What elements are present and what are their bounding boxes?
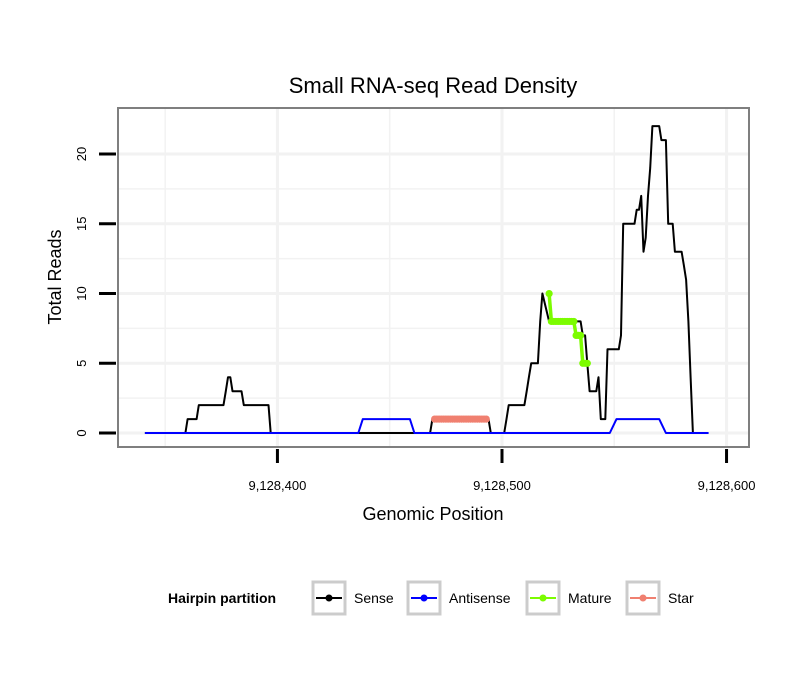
y-tick-label: 15 <box>74 217 89 231</box>
legend-label-mature: Mature <box>568 590 612 606</box>
legend-marker-sense <box>325 594 333 602</box>
legend: Hairpin partition Sense Antisense Mature St… <box>168 580 694 616</box>
plot-background <box>118 108 749 447</box>
legend-title: Hairpin partition <box>168 590 276 606</box>
data-point-star <box>482 415 490 423</box>
legend-marker-antisense <box>420 594 428 602</box>
x-tick-label: 9,128,400 <box>249 478 307 493</box>
y-tick-label: 20 <box>74 147 89 161</box>
y-tick-label: 0 <box>74 429 89 436</box>
x-axis-title: Genomic Position <box>362 504 503 524</box>
y-tick-label: 10 <box>74 286 89 300</box>
legend-label-antisense: Antisense <box>449 590 511 606</box>
grid <box>118 108 749 447</box>
series-layer <box>144 125 709 434</box>
data-point-mature <box>583 359 591 367</box>
data-point-mature <box>570 317 578 326</box>
y-axis: 0 5 10 15 20 <box>74 147 116 437</box>
data-point-mature <box>576 331 585 339</box>
legend-label-star: Star <box>668 590 694 606</box>
legend-marker-mature <box>539 594 547 602</box>
series-line-antisense <box>144 418 709 434</box>
legend-marker-star <box>639 594 647 602</box>
data-point-mature <box>545 289 553 298</box>
y-tick-label: 5 <box>74 360 89 367</box>
legend-label-sense: Sense <box>354 590 394 606</box>
x-tick-label: 9,128,500 <box>473 478 531 493</box>
x-tick-label: 9,128,600 <box>698 478 756 493</box>
chart-title: Small RNA-seq Read Density <box>289 73 578 98</box>
plot-border <box>117 107 750 448</box>
x-axis: 9,128,400 9,128,500 9,128,600 <box>249 449 756 493</box>
y-axis-title: Total Reads <box>45 229 65 324</box>
